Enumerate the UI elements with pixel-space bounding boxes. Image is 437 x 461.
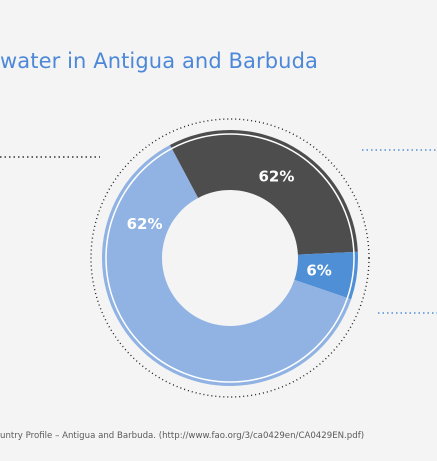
outer-dotted-ring <box>90 118 370 398</box>
donut-slice-2 <box>294 251 358 300</box>
slice-labels: 62% 6% 62% <box>127 167 332 279</box>
source-note: untry Profile – Antigua and Barbuda. (ht… <box>0 431 365 441</box>
slice-label-2: 6% <box>306 262 331 280</box>
slice-label-3: 62% <box>127 215 163 233</box>
donut-slice-3 <box>101 144 352 386</box>
donut-slice-1 <box>169 130 358 255</box>
inner-white-ring <box>105 133 355 383</box>
donut-slices <box>101 130 358 386</box>
slice-label-1: 62% <box>258 167 294 185</box>
leader-lines <box>0 149 437 314</box>
chart-title: water in Antigua and Barbuda <box>0 49 318 73</box>
